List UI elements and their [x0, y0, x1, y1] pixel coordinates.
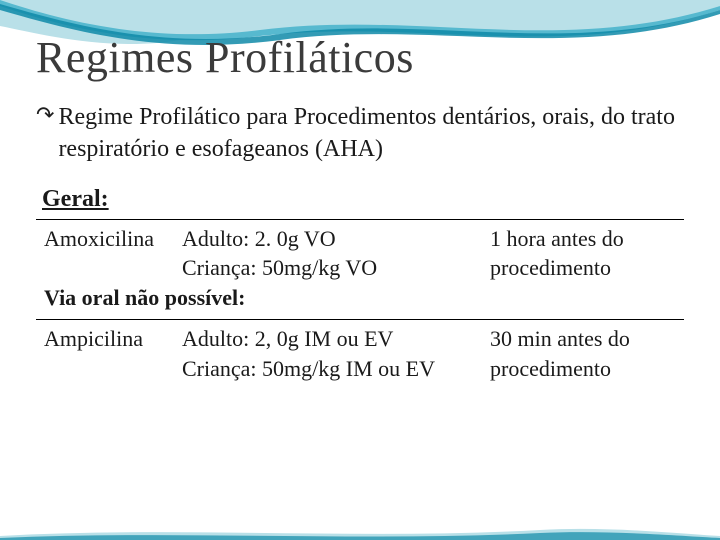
slide-content: Regimes Profiláticos ↷ Regime Profilátic…: [0, 0, 720, 409]
drug-name: Ampicilina: [44, 324, 174, 354]
dose-line: Adulto: 2. 0g VO: [182, 224, 482, 254]
section-header: Geral:: [34, 184, 684, 215]
table-row: Amoxicilina Adulto: 2. 0g VO Criança: 50…: [36, 220, 684, 320]
timing-cell: 1 hora antes do procedimento: [490, 224, 680, 283]
timing-line: procedimento: [490, 354, 680, 384]
dosage-table: Amoxicilina Adulto: 2. 0g VO Criança: 50…: [36, 219, 684, 389]
timing-line: 1 hora antes do: [490, 224, 680, 254]
drug-name: Amoxicilina: [44, 224, 174, 254]
timing-line: 30 min antes do: [490, 324, 680, 354]
dose-line: Criança: 50mg/kg IM ou EV: [182, 354, 482, 384]
dose-cell: Adulto: 2, 0g IM ou EV Criança: 50mg/kg …: [182, 324, 482, 383]
table-row: Ampicilina Adulto: 2, 0g IM ou EV Crianç…: [36, 320, 684, 389]
bullet-icon: ↷: [36, 101, 54, 130]
row-subheader: Via oral não possível:: [44, 283, 482, 313]
dose-cell: Adulto: 2. 0g VO Criança: 50mg/kg VO: [182, 224, 482, 283]
bullet-text: Regime Profilático para Procedimentos de…: [58, 101, 684, 166]
dose-line: Adulto: 2, 0g IM ou EV: [182, 324, 482, 354]
timing-cell: 30 min antes do procedimento: [490, 324, 680, 383]
slide-title: Regimes Profiláticos: [36, 32, 684, 83]
bullet-item: ↷ Regime Profilático para Procedimentos …: [36, 101, 684, 166]
timing-line: procedimento: [490, 253, 680, 283]
dose-line: Criança: 50mg/kg VO: [182, 253, 482, 283]
footer-swoosh: [0, 520, 720, 540]
